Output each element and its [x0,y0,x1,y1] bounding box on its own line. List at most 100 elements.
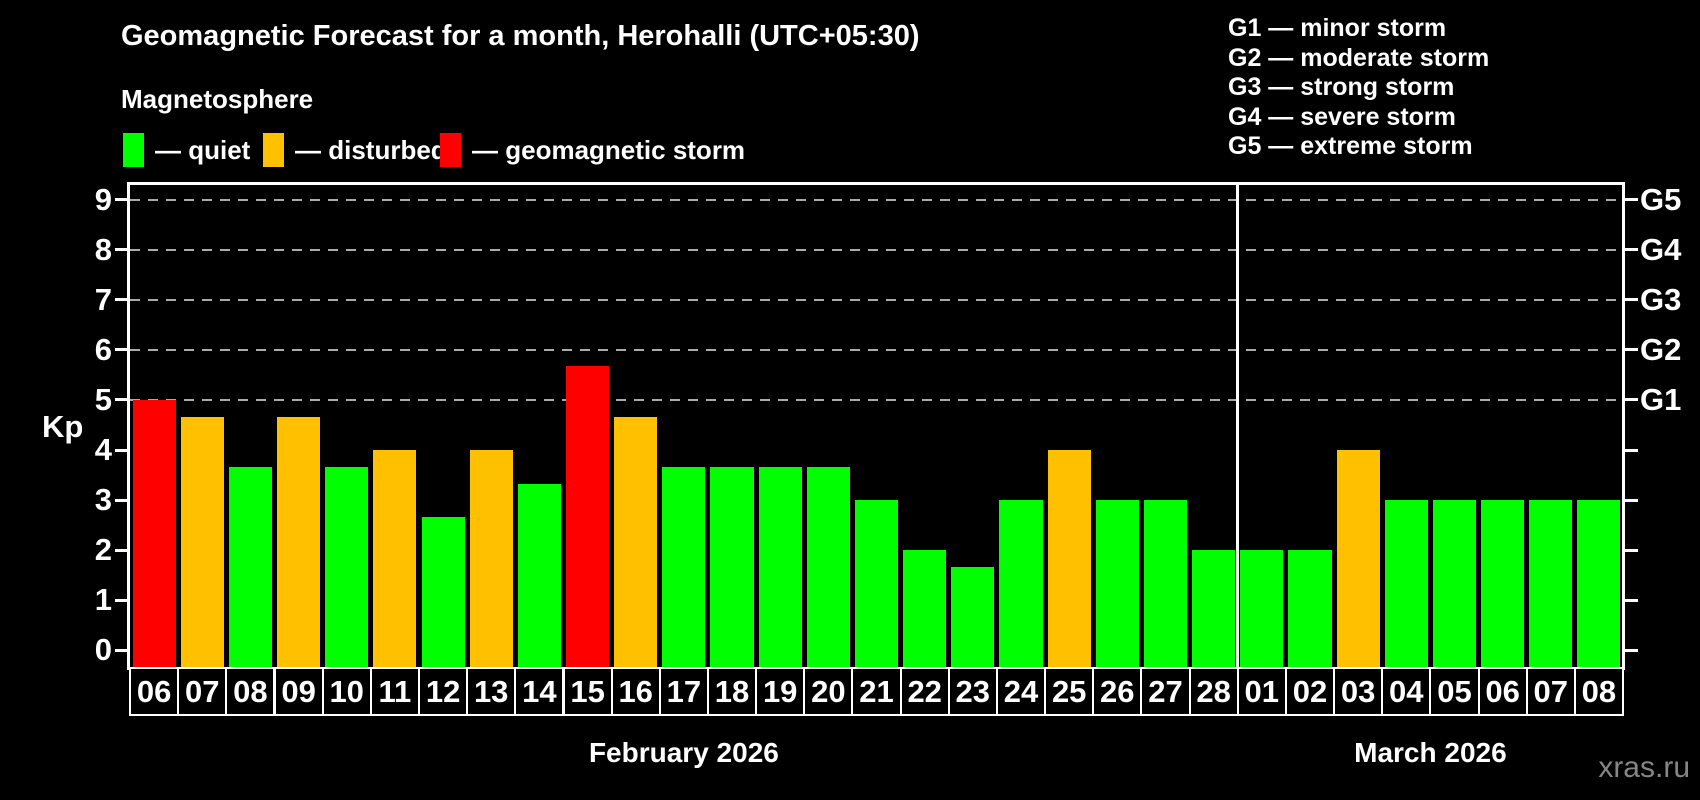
y-axis-tick-label: 8 [94,231,112,267]
kp-bar [614,416,658,668]
y-tick-left [115,448,128,452]
y-axis-tick-label: 2 [94,532,112,568]
day-label: 05 [1429,667,1480,716]
day-label: 06 [1477,667,1528,716]
kp-bar [325,466,369,668]
kp-bar [566,366,610,668]
gridline-kp7 [130,298,1623,301]
y-axis-tick-label: 1 [94,582,112,618]
kp-bar [806,466,850,668]
y-tick-left [115,348,128,352]
storm-scale-item-g4: G4 — severe storm [1228,102,1456,131]
storm-scale-item-g1: G1 — minor storm [1228,14,1447,42]
y-axis-tick-label: 6 [94,331,112,367]
day-label: 10 [321,667,372,716]
day-label: 11 [369,667,420,716]
day-label: 28 [1188,667,1239,716]
kp-bar [1336,450,1380,668]
day-label: 14 [514,667,565,716]
day-label: 25 [1044,667,1095,716]
day-label: 27 [1140,667,1191,716]
month-separator-line [1236,182,1240,668]
kp-bar [277,416,321,668]
day-label: 22 [899,667,950,716]
gridline-kp9 [130,198,1623,201]
y-tick-left [115,248,128,252]
y-tick-right [1625,648,1638,652]
kp-bar [758,466,802,668]
y-tick-right [1625,498,1638,502]
day-label: 03 [1333,667,1384,716]
right-axis-label-g2: G2 [1640,331,1682,367]
day-label: 20 [803,667,854,716]
kp-bar [469,450,513,668]
right-axis-label-g3: G3 [1640,281,1682,317]
y-axis-tick-label: 7 [94,281,112,317]
y-axis-tick-label: 9 [94,181,112,217]
day-label: 04 [1381,667,1432,716]
day-label: 16 [610,667,661,716]
kp-bar [421,516,465,668]
day-label: 01 [1236,667,1287,716]
kp-bar [1047,450,1091,668]
y-axis-tick-label: 3 [94,482,112,518]
kp-bar [1192,550,1236,668]
kp-bar [951,566,995,668]
y-axis-line-right [1622,182,1625,670]
y-tick-right [1625,198,1638,202]
chart-title: Geomagnetic Forecast for a month, Heroha… [121,20,920,52]
kp-bar [903,550,947,668]
day-label: 15 [562,667,613,716]
y-axis-tick-label: 4 [94,432,112,468]
gridline-kp6 [130,348,1623,351]
kp-bar [1095,500,1139,668]
y-tick-left [115,648,128,652]
y-tick-left [115,498,128,502]
day-label: 08 [1573,667,1624,716]
y-tick-left [115,598,128,602]
day-label: 24 [995,667,1047,716]
right-axis-label-g4: G4 [1640,231,1682,267]
day-label: 12 [418,667,469,716]
day-label: 18 [706,667,758,716]
kp-bar [517,483,561,668]
xras-watermark: xras.ru [1598,751,1690,784]
magnetosphere-label: Magnetosphere [121,84,314,114]
y-axis-tick-label: 5 [94,381,112,417]
y-tick-right [1625,548,1638,552]
legend-label-disturbed: — disturbed [295,135,447,165]
y-tick-right [1625,398,1638,402]
y-axis-tick-label: 0 [94,632,112,668]
day-label: 06 [129,667,180,716]
day-label: 13 [466,667,517,716]
kp-bar [228,466,272,668]
kp-bar [710,466,754,668]
kp-bar [1432,500,1477,668]
y-tick-right [1625,248,1638,252]
y-tick-left [115,298,128,302]
month-label: February 2026 [588,737,779,768]
storm-scale-item-g3: G3 — strong storm [1228,73,1455,101]
right-axis-label-g5: G5 [1640,181,1682,217]
day-label: 23 [947,667,998,716]
y-tick-right [1625,598,1638,602]
y-tick-right [1625,348,1638,352]
right-axis-label-g1: G1 [1640,381,1682,417]
legend-swatch-quiet [123,133,144,167]
gridline-kp5 [130,398,1623,401]
month-label: March 2026 [1354,737,1507,768]
y-tick-right [1625,448,1638,452]
y-axis-line-left [127,182,130,670]
kp-bar [1143,500,1188,668]
kp-bar [999,500,1043,668]
legend-label-quiet: — quiet [155,135,251,165]
y-tick-left [115,398,128,402]
y-tick-left [115,198,128,202]
day-label: 19 [755,667,806,716]
kp-axis-label: Kp [42,409,84,444]
day-label: 02 [1284,667,1336,716]
day-label: 07 [177,667,228,716]
day-label: 08 [225,667,276,716]
y-tick-left [115,548,128,552]
